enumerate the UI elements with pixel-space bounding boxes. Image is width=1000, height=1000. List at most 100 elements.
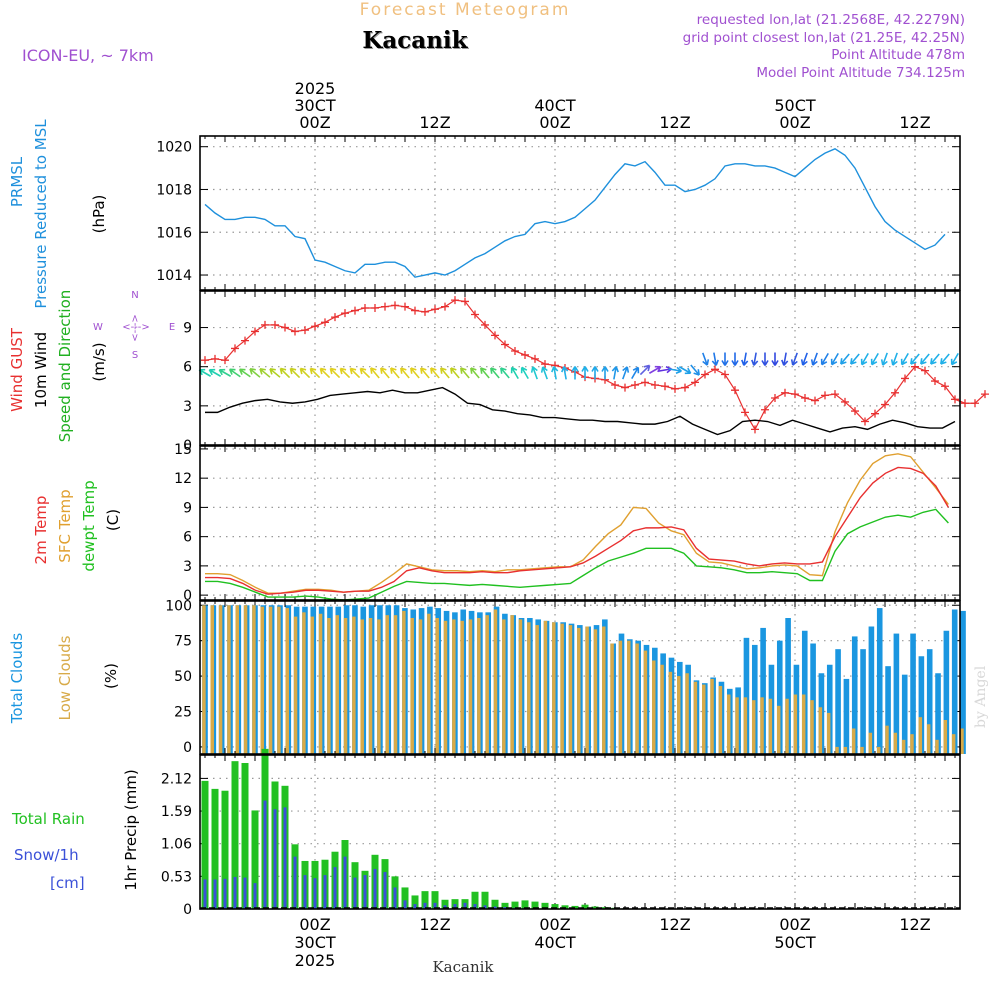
gust-marker (341, 309, 349, 318)
low-cloud-bar (493, 609, 498, 754)
low-cloud-bar (960, 728, 964, 754)
wind-direction-arrow (721, 352, 729, 366)
top-time-label: 00Z (299, 113, 330, 132)
wind-direction-arrow (249, 368, 261, 378)
low-cloud-bar (801, 694, 806, 754)
temperature-ytick-label: 12 (174, 471, 192, 487)
compass-w: W (93, 322, 103, 333)
snow-bar (293, 856, 297, 909)
snow-bar (443, 905, 447, 909)
gust-marker (711, 365, 719, 374)
snow-bar (383, 872, 387, 909)
wind-direction-arrow (289, 367, 301, 379)
low-cloud-bar (452, 619, 456, 754)
low-cloud-bar (935, 739, 939, 754)
clouds-ytick-label: 25 (174, 705, 192, 721)
low-cloud-bar (502, 619, 506, 754)
gust-marker (771, 394, 779, 403)
gust-marker (401, 302, 409, 311)
gust-marker (971, 399, 979, 408)
low-cloud-bar (835, 746, 839, 754)
gust-marker (491, 331, 499, 340)
snow-bar (273, 809, 277, 909)
wind-direction-arrow (440, 367, 450, 379)
top-time-label: 12Z (659, 113, 690, 132)
wind-direction-arrow (470, 367, 480, 379)
gust-marker (501, 340, 509, 349)
wind-direction-arrow (309, 367, 321, 379)
top-time-label: 00Z (779, 113, 810, 132)
low-cloud-bar (260, 606, 264, 754)
total-cloud-bar (851, 636, 858, 754)
bottom-time-label: 2025 (295, 951, 336, 970)
dewpoint-line (205, 508, 949, 601)
wind-direction-arrow (198, 368, 212, 377)
clouds-unit-label: (%) (102, 663, 120, 689)
gust-marker (721, 370, 729, 379)
rain-bar (211, 788, 219, 909)
gust-marker (681, 383, 689, 392)
wind-direction-arrow (370, 367, 380, 379)
snow-bar (423, 902, 427, 909)
snow-bar (243, 877, 247, 909)
snow-bar (263, 800, 267, 909)
gust-marker (321, 318, 329, 327)
compass-e: E (169, 322, 175, 333)
temperature-panel: 0 3 6 9 12 15 (174, 442, 960, 604)
snow-bar (463, 902, 467, 909)
credit-watermark: by Angel (973, 665, 989, 728)
total-cloud-bar (760, 627, 766, 754)
low-cloud-bar (485, 615, 489, 754)
low-cloud-bar (535, 625, 539, 754)
low-cloud-bar (893, 732, 898, 754)
gust-marker (871, 409, 879, 418)
low-cloud-bar (293, 616, 298, 754)
low-cloud-bar (751, 700, 756, 754)
wind-ytick-label: 6 (183, 360, 192, 376)
wind-ytick-label: 9 (183, 321, 192, 337)
low-cloud-bar (343, 618, 348, 754)
low-cloud-bar (252, 605, 256, 754)
wind-direction-arrow (860, 352, 869, 366)
gust-marker (961, 399, 969, 408)
low-cloud-bar (435, 618, 439, 754)
low-cloud-bar (810, 700, 814, 754)
gust-marker (751, 425, 759, 434)
bottom-time-label: 12Z (659, 915, 690, 934)
rain-bar (591, 906, 599, 909)
bottom-time-label: 00Z (299, 915, 330, 934)
wind-direction-arrow (830, 352, 839, 366)
wind-direction-arrow (510, 366, 519, 380)
snow-bar (413, 904, 417, 909)
bottom-time-label: 12Z (419, 915, 450, 934)
bottom-time-label: 12Z (899, 915, 930, 934)
wind-direction-arrow (259, 368, 271, 378)
compass-s: S (132, 350, 138, 361)
gust-marker (981, 390, 989, 399)
gust-marker (451, 296, 459, 305)
pressure-frame (199, 135, 961, 291)
clouds-ytick-label: 75 (174, 634, 192, 650)
gust-marker (311, 322, 319, 331)
pressure-ytick-label: 1018 (156, 182, 192, 198)
low-cloud-bar (593, 629, 598, 754)
wind-direction-arrow (591, 366, 599, 380)
tempsfc-label: SFC Temp (56, 489, 74, 562)
header: Forecast Meteogram Kacanik ICON-EU, ~ 7k… (22, 0, 989, 976)
wind-direction-arrow (520, 366, 529, 380)
total-cloud-bar (776, 640, 783, 754)
rain-bar (521, 900, 529, 909)
low-cloud-bar (910, 734, 914, 754)
total-cloud-bar (835, 649, 841, 754)
wind-direction-arrow (500, 367, 510, 379)
low-cloud-bar (218, 605, 223, 754)
low-cloud-bar (210, 605, 215, 754)
low-cloud-bar (726, 694, 731, 754)
rain-bar (501, 902, 509, 909)
wind-direction-arrow (601, 366, 609, 380)
gust-marker (431, 305, 439, 314)
low-cloud-bar (402, 610, 406, 754)
total-cloud-bar (951, 609, 958, 754)
gust-marker (481, 320, 489, 329)
wind-dir-label: Speed and Direction (56, 290, 74, 443)
